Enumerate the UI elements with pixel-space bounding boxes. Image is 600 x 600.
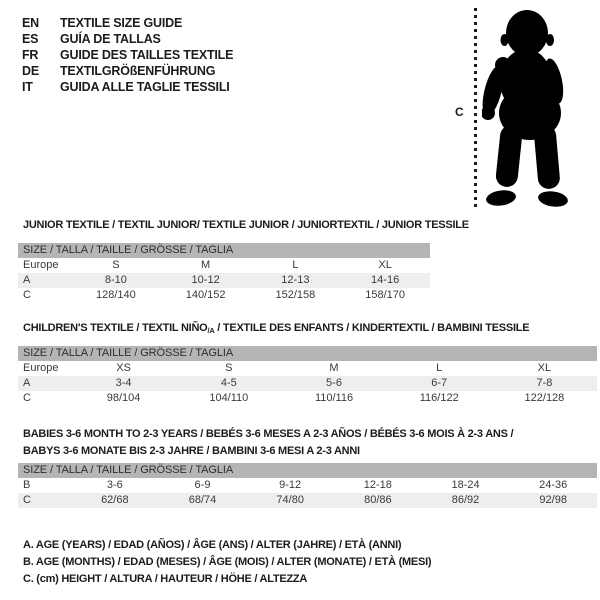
babies-title-line2: BABYS 3-6 MONATE BIS 2-3 JAHRE / BAMBINI… bbox=[23, 445, 360, 457]
language-code: FR bbox=[22, 48, 39, 62]
note-age-years: A. AGE (YEARS) / EDAD (AÑOS) / ÂGE (ANS)… bbox=[23, 539, 402, 551]
column-header: XL bbox=[378, 259, 392, 271]
row-label: C bbox=[23, 289, 31, 301]
table-cell: 9-12 bbox=[279, 479, 302, 491]
table-cell: 3-4 bbox=[115, 377, 132, 389]
column-header: Europe bbox=[23, 362, 59, 374]
row-label: B bbox=[23, 479, 31, 491]
table-cell: 92/98 bbox=[539, 494, 567, 506]
language-code: IT bbox=[22, 80, 33, 94]
language-row-de: DE TEXTILGRÖßENFÜHRUNG bbox=[22, 63, 233, 79]
table-cell: 116/122 bbox=[419, 392, 459, 404]
height-measure-label: C bbox=[455, 105, 464, 119]
page-title-de: TEXTILGRÖßENFÜHRUNG bbox=[60, 64, 216, 78]
table-cell: 140/152 bbox=[185, 289, 226, 301]
size-header-bar: SIZE / TALLA / TAILLE / GRÖSSE / TAGLIA bbox=[18, 243, 430, 258]
table-cell: 4-5 bbox=[220, 377, 237, 389]
page-title: TEXTILE SIZE GUIDE bbox=[60, 16, 183, 30]
height-measure-line bbox=[474, 8, 477, 208]
legend-notes: A. AGE (YEARS) / EDAD (AÑOS) / ÂGE (ANS)… bbox=[23, 537, 432, 588]
table-cell: 10-12 bbox=[191, 274, 220, 286]
row-label: C bbox=[23, 392, 31, 404]
column-header-row: Europe XS S M L XL bbox=[18, 361, 597, 376]
children-section-title: CHILDREN'S TEXTILE / TEXTIL NIÑO/A / TEX… bbox=[23, 322, 530, 335]
babies-section-title: BABIES 3-6 MONTH TO 2-3 YEARS / BEBÉS 3-… bbox=[23, 426, 514, 460]
language-code: DE bbox=[22, 64, 39, 78]
column-header: S bbox=[112, 259, 120, 271]
column-header: L bbox=[292, 259, 299, 271]
babies-title-line1: BABIES 3-6 MONTH TO 2-3 YEARS / BEBÉS 3-… bbox=[23, 428, 514, 440]
table-cell: 74/80 bbox=[276, 494, 304, 506]
baby-silhouette-icon bbox=[482, 10, 568, 207]
table-row-age-months: B 3-6 6-9 9-12 12-18 18-24 24-36 bbox=[18, 478, 597, 493]
table-cell: 5-6 bbox=[326, 377, 342, 389]
table-cell: 110/116 bbox=[314, 392, 354, 404]
table-cell: 122/128 bbox=[524, 392, 565, 404]
row-label: A bbox=[23, 274, 31, 286]
table-cell: 14-16 bbox=[371, 274, 400, 286]
column-header-row: Europe S M L XL bbox=[18, 258, 430, 273]
table-row-height: C 128/140 140/152 152/158 158/170 bbox=[18, 288, 430, 303]
page-title-it: GUIDA ALLE TAGLIE TESSILI bbox=[60, 80, 230, 94]
table-cell: 6-9 bbox=[194, 479, 211, 491]
junior-size-table: SIZE / TALLA / TAILLE / GRÖSSE / TAGLIA … bbox=[18, 243, 430, 303]
row-label: C bbox=[23, 494, 31, 506]
language-title-list: EN TEXTILE SIZE GUIDE ES GUÍA DE TALLAS … bbox=[22, 15, 233, 95]
children-title-subscript: /A bbox=[207, 326, 215, 335]
table-cell: 62/68 bbox=[101, 494, 129, 506]
junior-section-title: JUNIOR TEXTILE / TEXTIL JUNIOR/ TEXTILE … bbox=[23, 219, 469, 231]
column-header: S bbox=[225, 362, 233, 374]
children-size-table: SIZE / TALLA / TAILLE / GRÖSSE / TAGLIA … bbox=[18, 346, 597, 406]
table-cell: 12-13 bbox=[281, 274, 310, 286]
language-row-it: IT GUIDA ALLE TAGLIE TESSILI bbox=[22, 79, 233, 95]
column-header: M bbox=[329, 362, 339, 374]
table-cell: 8-10 bbox=[104, 274, 127, 286]
language-code: EN bbox=[22, 16, 39, 30]
table-row-height: C 98/104 104/110 110/116 116/122 122/128 bbox=[18, 391, 597, 406]
table-cell: 98/104 bbox=[106, 392, 141, 404]
table-row-age: A 8-10 10-12 12-13 14-16 bbox=[18, 273, 430, 288]
page-title-fr: GUIDE DES TAILLES TEXTILE bbox=[60, 48, 234, 62]
language-code: ES bbox=[22, 32, 39, 46]
table-cell: 12-18 bbox=[363, 479, 392, 491]
size-header-bar: SIZE / TALLA / TAILLE / GRÖSSE / TAGLIA bbox=[18, 463, 597, 478]
language-row-es: ES GUÍA DE TALLAS bbox=[22, 31, 233, 47]
table-cell: 158/170 bbox=[365, 289, 405, 301]
table-row-height: C 62/68 68/74 74/80 80/86 86/92 92/98 bbox=[18, 493, 597, 508]
table-cell: 104/110 bbox=[209, 392, 249, 404]
column-header: XL bbox=[537, 362, 552, 374]
language-row-fr: FR GUIDE DES TAILLES TEXTILE bbox=[22, 47, 233, 63]
size-header-bar: SIZE / TALLA / TAILLE / GRÖSSE / TAGLIA bbox=[18, 346, 597, 361]
table-cell: 86/92 bbox=[451, 494, 480, 506]
table-cell: 128/140 bbox=[95, 289, 136, 301]
table-row-age: A 3-4 4-5 5-6 6-7 7-8 bbox=[18, 376, 597, 391]
table-cell: 6-7 bbox=[431, 377, 448, 389]
babies-size-table: SIZE / TALLA / TAILLE / GRÖSSE / TAGLIA … bbox=[18, 463, 597, 508]
column-header: L bbox=[436, 362, 443, 374]
column-header: XS bbox=[116, 362, 131, 374]
table-cell: 7-8 bbox=[536, 377, 553, 389]
table-cell: 18-24 bbox=[451, 479, 480, 491]
note-height-cm: C. (cm) HEIGHT / ALTURA / HAUTEUR / HÖHE… bbox=[23, 573, 308, 585]
table-cell: 24-36 bbox=[539, 479, 568, 491]
children-title-part1: CHILDREN'S TEXTILE / TEXTIL NIÑO bbox=[23, 322, 208, 334]
note-age-months: B. AGE (MONTHS) / EDAD (MESES) / ÂGE (MO… bbox=[23, 556, 432, 568]
column-header: M bbox=[201, 259, 211, 271]
table-cell: 68/74 bbox=[188, 494, 217, 506]
row-label: A bbox=[23, 377, 31, 389]
column-header: Europe bbox=[23, 259, 59, 271]
children-title-part2: / TEXTILE DES ENFANTS / KINDERTEXTIL / B… bbox=[214, 322, 530, 334]
table-cell: 3-6 bbox=[106, 479, 123, 491]
table-cell: 80/86 bbox=[364, 494, 392, 506]
table-cell: 152/158 bbox=[275, 289, 316, 301]
language-row-en: EN TEXTILE SIZE GUIDE bbox=[22, 15, 233, 31]
page-title-es: GUÍA DE TALLAS bbox=[60, 32, 161, 46]
